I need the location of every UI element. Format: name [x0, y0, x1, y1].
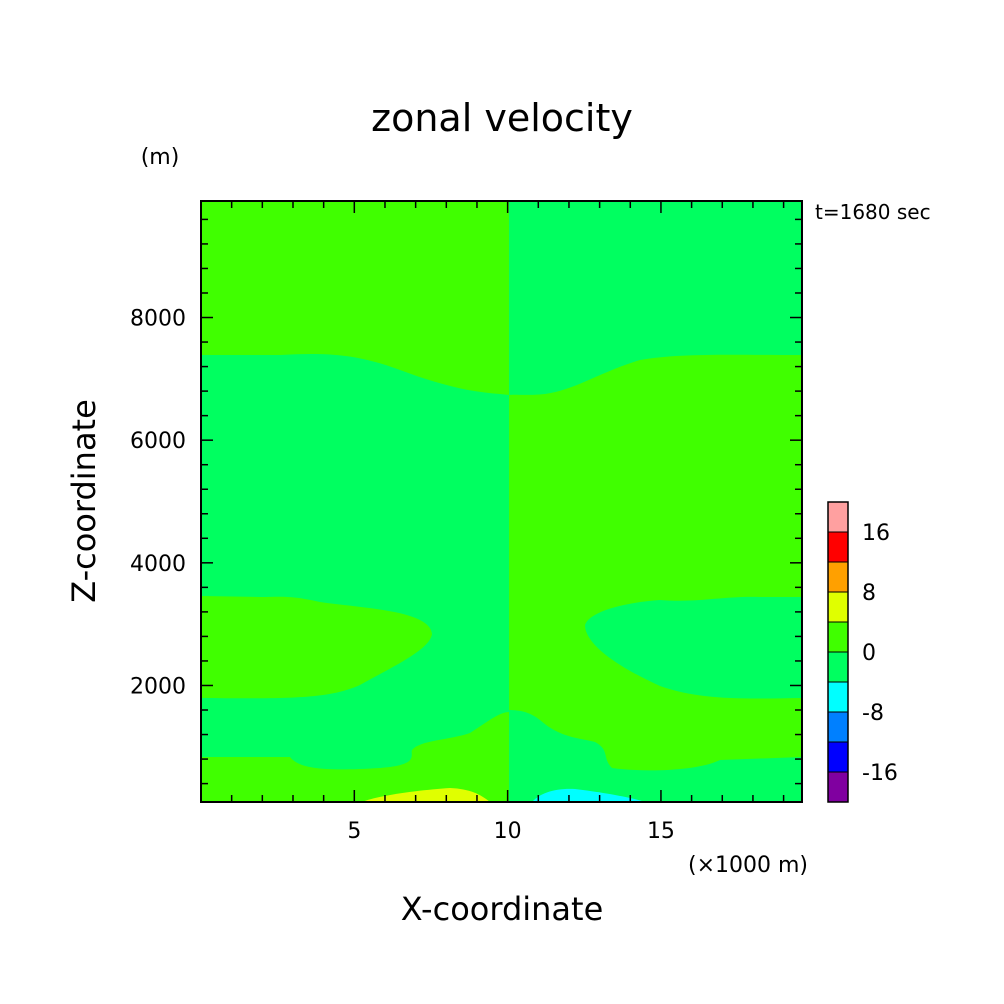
y-tick-label: 4000	[130, 552, 186, 577]
plot-area	[201, 201, 802, 802]
time-label: t=1680 sec	[815, 200, 931, 224]
contour-region-upper-left	[201, 201, 509, 395]
chart-title: zonal velocity	[371, 96, 633, 140]
colorbar-segment	[827, 531, 849, 563]
axis-ticks	[201, 201, 802, 802]
colorbar-tick-label: -16	[862, 761, 898, 786]
colorbar-tick-label: 8	[862, 581, 876, 606]
contour-region-yellow	[362, 788, 490, 802]
colorbar-segment	[827, 561, 849, 593]
contour-region-cyan	[532, 788, 645, 802]
x-tick-label: 10	[494, 819, 522, 844]
axis-tick-labels: 5 10 15 2000 4000 6000 8000	[130, 307, 675, 844]
y-tick-label: 6000	[130, 429, 186, 454]
colorbar-segment	[827, 651, 849, 683]
colorbar-frame	[827, 501, 849, 803]
y-tick-label: 8000	[130, 307, 186, 332]
contour-region-left-lower	[201, 596, 432, 699]
colorbar: -16 -8 0 8 16	[827, 501, 898, 803]
colorbar-segment	[827, 741, 849, 773]
y-axis-label: Z-coordinate	[65, 399, 103, 603]
colorbar-segment	[827, 621, 849, 653]
colorbar-segment	[827, 771, 849, 803]
colorbar-segment	[827, 711, 849, 743]
colorbar-tick-label: -8	[862, 701, 884, 726]
contour-region-left-surface	[201, 712, 509, 802]
x-tick-label: 15	[647, 819, 675, 844]
colorbar-tick-label: 16	[862, 521, 890, 546]
y-unit-label: (m)	[141, 145, 180, 170]
colorbar-segment	[827, 501, 849, 533]
x-tick-label: 5	[347, 819, 361, 844]
contour-region-right-middle	[509, 354, 802, 771]
y-tick-label: 2000	[130, 674, 186, 699]
x-axis-label: X-coordinate	[401, 890, 604, 928]
x-unit-label: (×1000 m)	[688, 853, 808, 878]
colorbar-segment	[827, 591, 849, 623]
plot-frame	[200, 200, 803, 803]
colorbar-tick-label: 0	[862, 641, 876, 666]
colorbar-segment	[827, 681, 849, 713]
